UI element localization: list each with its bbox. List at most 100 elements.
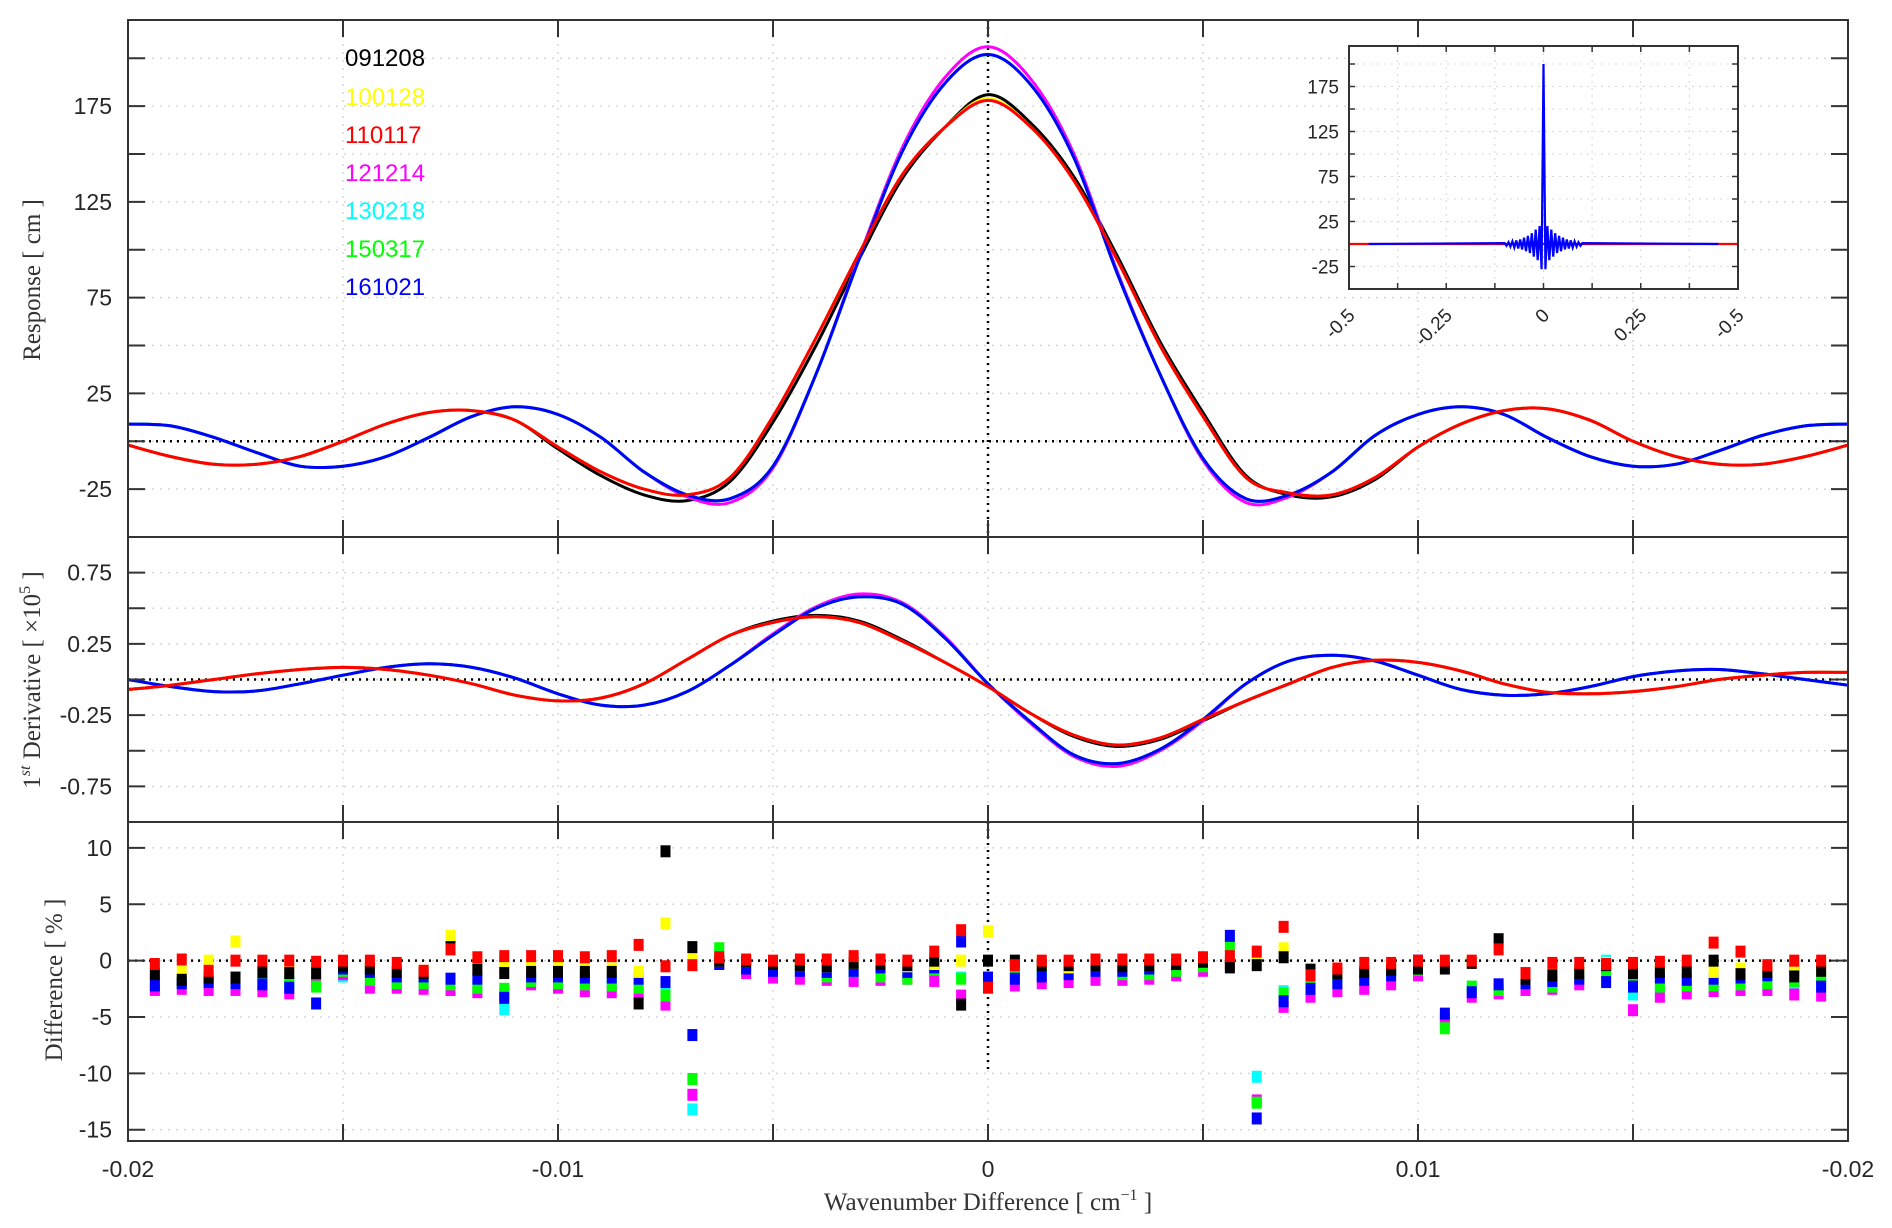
response-series-161021 <box>127 52 1849 503</box>
difference-point-110117 <box>526 950 537 963</box>
difference-point-150317 <box>391 977 402 990</box>
difference-point-110117 <box>1439 954 1450 967</box>
difference-point-121214 <box>1063 976 1074 989</box>
difference-point-110117 <box>257 954 268 967</box>
derivative-y-label-end: ] <box>19 571 46 586</box>
legend-entry-150317: 150317 <box>345 236 425 263</box>
difference-point-161021 <box>257 978 268 991</box>
difference-point-110117 <box>499 950 510 963</box>
derivative-y-tick-label: -0.25 <box>60 702 112 728</box>
difference-point-091208 <box>472 963 483 976</box>
difference-point-091208 <box>1117 960 1128 973</box>
difference-point-150317 <box>1654 980 1665 993</box>
inset-y-tick-label: -25 <box>1312 258 1339 279</box>
difference-point-161021 <box>311 997 322 1010</box>
difference-point-110117 <box>848 950 859 963</box>
inset-y-tick-label: 25 <box>1318 213 1339 234</box>
difference-point-110117 <box>472 951 483 964</box>
difference-point-100128 <box>633 965 644 978</box>
legend-entry-121214: 121214 <box>345 160 425 187</box>
difference-point-161021 <box>687 1029 698 1042</box>
difference-point-121214 <box>929 974 940 987</box>
difference-point-110117 <box>1493 943 1504 956</box>
difference-point-110117 <box>1386 956 1397 969</box>
difference-point-121214 <box>1090 973 1101 986</box>
difference-point-091208 <box>311 967 322 980</box>
difference-point-150317 <box>1601 967 1612 980</box>
difference-point-110117 <box>1735 945 1746 958</box>
difference-point-121214 <box>257 985 268 998</box>
difference-point-110117 <box>687 959 698 972</box>
difference-point-110117 <box>149 958 160 971</box>
difference-point-161021 <box>1628 980 1638 993</box>
difference-point-150317 <box>633 981 644 994</box>
difference-point-161021 <box>445 972 456 985</box>
difference-point-121214 <box>956 989 967 1002</box>
response-series-110117 <box>127 98 1849 498</box>
inset-x-tick-label: 0 <box>1532 305 1554 327</box>
difference-point-150317 <box>1762 977 1773 990</box>
difference-point-110117 <box>1063 954 1074 967</box>
difference-axes-frame <box>127 821 1849 1142</box>
x-tick-label: 0.01 <box>1396 1156 1441 1182</box>
difference-point-121214 <box>768 971 778 984</box>
difference-point-091208 <box>929 954 940 967</box>
difference-point-091208 <box>1278 951 1289 964</box>
difference-point-110117 <box>364 954 375 967</box>
inset-x-tick-label: -0.5 <box>1711 305 1749 343</box>
difference-point-130218 <box>1628 988 1638 1001</box>
difference-point-100128 <box>445 929 456 942</box>
difference-point-110117 <box>1144 953 1155 966</box>
difference-point-121214 <box>848 974 859 987</box>
response-y-tick-label: 125 <box>74 189 112 215</box>
difference-point-121214 <box>230 983 241 996</box>
difference-point-110117 <box>1009 959 1020 972</box>
derivative-y-label: 1st Derivative [ ×105 ] <box>17 571 46 788</box>
difference-point-091208 <box>176 973 187 986</box>
difference-point-110117 <box>1547 956 1558 969</box>
difference-point-161021 <box>1009 972 1020 985</box>
difference-point-110117 <box>768 954 778 967</box>
difference-point-110117 <box>821 953 832 966</box>
difference-point-161021 <box>660 976 671 989</box>
difference-point-100128 <box>687 949 698 962</box>
difference-point-091208 <box>1413 962 1423 975</box>
difference-point-091208 <box>1789 970 1800 983</box>
difference-point-150317 <box>1171 964 1182 977</box>
difference-point-091208 <box>956 998 967 1011</box>
difference-point-110117 <box>606 950 617 963</box>
difference-point-100128 <box>203 954 214 967</box>
difference-point-110117 <box>1520 967 1531 980</box>
difference-point-150317 <box>553 977 563 990</box>
derivative-series-100128 <box>127 615 1849 747</box>
difference-point-130218 <box>687 1103 698 1116</box>
difference-point-121214 <box>579 985 590 998</box>
difference-point-110117 <box>284 954 295 967</box>
difference-y-tick-label: -5 <box>92 1004 112 1030</box>
difference-point-110117 <box>1278 920 1289 933</box>
response-y-tick-label: 75 <box>86 285 112 311</box>
difference-point-121214 <box>794 972 805 985</box>
difference-point-121214 <box>1386 978 1397 991</box>
difference-point-091208 <box>364 962 375 975</box>
inset-y-tick-label: 75 <box>1318 168 1339 189</box>
difference-point-161021 <box>284 981 295 994</box>
difference-point-161021 <box>1359 973 1370 986</box>
difference-point-121214 <box>687 1088 698 1101</box>
difference-point-091208 <box>1628 967 1638 980</box>
difference-point-121214 <box>1789 988 1800 1001</box>
derivative-y-label-mid: Derivative [ ×10 <box>19 594 46 766</box>
difference-point-091208 <box>1547 969 1558 982</box>
difference-point-161021 <box>1439 1007 1450 1020</box>
difference-point-110117 <box>1789 954 1800 967</box>
difference-point-100128 <box>526 959 537 972</box>
difference-point-110117 <box>1251 945 1262 958</box>
difference-point-091208 <box>499 967 510 980</box>
difference-point-161021 <box>1708 972 1719 985</box>
difference-point-121214 <box>1628 1004 1638 1017</box>
difference-point-110117 <box>929 945 940 958</box>
difference-point-150317 <box>660 989 671 1002</box>
x-axis-label-sup: −1 <box>1121 1187 1138 1204</box>
